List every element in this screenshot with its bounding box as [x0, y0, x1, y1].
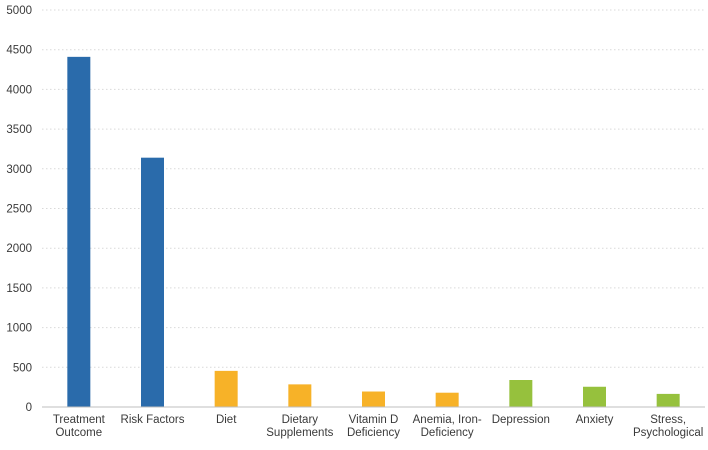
x-category-label: Risk Factors: [121, 414, 185, 426]
y-tick-label: 3000: [6, 164, 32, 176]
x-category-label-line: Outcome: [55, 427, 102, 439]
x-category-label-line: Deficiency: [347, 427, 400, 439]
bar-4: [362, 391, 385, 407]
gridlines: [42, 9, 705, 368]
y-tick-label: 2500: [6, 204, 32, 216]
x-category-label-line: Depression: [492, 414, 550, 426]
x-category-label: Anxiety: [576, 414, 614, 426]
y-tick-label: 1500: [6, 283, 32, 295]
x-category-label-line: Deficiency: [421, 427, 474, 439]
bar-8: [656, 393, 680, 407]
x-category-label: Vitamin D Deficiency: [347, 414, 400, 439]
y-tick-label: 2000: [6, 243, 32, 255]
y-tick-label: 5000: [6, 5, 32, 17]
x-category-label-line: Diet: [216, 414, 237, 426]
bar-7: [583, 386, 606, 407]
x-category-label-line: Risk Factors: [121, 414, 185, 426]
x-category-label-line: Anemia, Iron-: [413, 414, 482, 426]
x-category-label: Diet: [216, 414, 237, 426]
y-tick-label: 0: [26, 402, 32, 414]
x-category-label: Stress, Psychological: [633, 414, 703, 439]
x-category-label: Anemia, Iron-Deficiency: [413, 414, 482, 439]
y-tick-label: 500: [13, 362, 32, 374]
x-category-label: Treatment Outcome: [53, 414, 106, 439]
x-category-label: Dietary Supplements: [266, 414, 333, 439]
x-category-label-line: Supplements: [266, 427, 333, 439]
y-tick-label: 3500: [6, 124, 32, 136]
x-category-label-line: Stress,: [650, 414, 686, 426]
x-category-label-line: Treatment: [53, 414, 106, 426]
x-category-label-line: Anxiety: [576, 414, 614, 426]
x-category-label-line: Psychological: [633, 427, 703, 439]
bar-3: [288, 384, 312, 407]
bar-0: [67, 56, 91, 407]
x-category-label-line: Vitamin D: [349, 414, 399, 426]
bar-5: [435, 392, 459, 407]
y-tick-label: 4500: [6, 45, 32, 57]
y-tick-label: 1000: [6, 323, 32, 335]
bar-1: [141, 157, 164, 407]
bar-6: [509, 380, 533, 407]
bars: [67, 56, 680, 407]
x-category-label-line: Dietary: [282, 414, 319, 426]
x-category-label: Depression: [492, 414, 550, 426]
y-tick-label: 4000: [6, 84, 32, 96]
bar-2: [214, 370, 238, 407]
y-axis-tick-labels: 0 500 1000 1500 2000 2500 3000 3500 4000 4500 5000: [6, 5, 32, 414]
